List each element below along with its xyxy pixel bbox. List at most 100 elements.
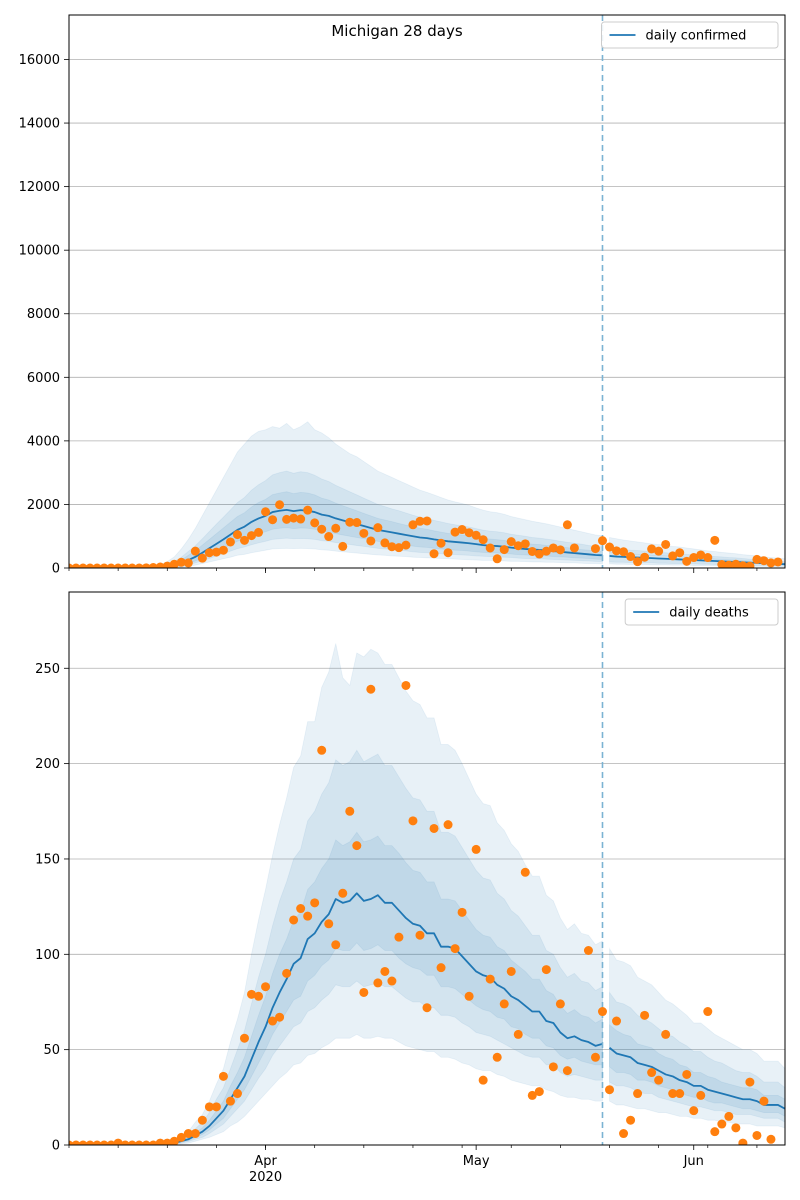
observed-point [457,525,467,535]
observed-point [247,989,257,999]
observed-point [583,946,593,955]
observed-point [717,560,727,568]
observed-point [408,816,418,826]
observed-point [429,549,439,559]
legend: daily confirmed [601,21,779,49]
observed-point [254,991,264,1001]
observed-point [401,540,411,550]
observed-point [654,546,664,556]
observed-point [162,1138,172,1145]
legend-box [601,21,779,49]
observed-point [176,557,186,567]
observed-point [366,684,376,694]
observed-point [703,1007,713,1017]
observed-point [141,1140,151,1145]
observed-point [752,1130,762,1140]
observed-point [310,518,320,528]
y-tick-label: 10000 [19,244,60,259]
observed-point [380,966,390,976]
observed-point [555,999,565,1009]
observed-point [218,1071,228,1081]
x-tick-label: Apr [254,1154,277,1169]
observed-point [619,1129,629,1139]
observed-point [113,1138,123,1145]
observed-point [626,1115,636,1125]
observed-point [190,1129,200,1139]
y-tick-label: 50 [43,1043,60,1058]
observed-point [268,515,278,525]
observed-point [106,563,116,568]
y-tick-label: 150 [35,852,60,867]
observed-point [724,560,734,568]
y-tick-label: 16000 [19,53,60,68]
observed-point [359,528,369,538]
observed-point [324,532,334,542]
observed-point [562,520,572,530]
observed-point [450,527,460,537]
observed-point [675,548,685,558]
observed-point [422,516,432,526]
observed-point [148,563,158,568]
y-tick-label: 100 [35,948,60,963]
observed-point [387,542,397,552]
observed-point [275,500,285,510]
observed-point [239,1033,249,1043]
observed-point [296,514,306,524]
observed-point [492,554,502,564]
observed-point [745,561,755,568]
observed-point [689,553,699,563]
observed-point [520,539,530,549]
observed-point [289,915,299,925]
y-tick-label: 0 [52,562,60,577]
observed-point [296,904,306,914]
observed-point [773,557,783,567]
observed-point [520,867,530,877]
observed-point [408,520,418,530]
observed-point [289,513,299,523]
plot-area [69,592,785,1145]
observed-point [682,556,692,566]
observed-point [654,1075,664,1085]
observed-point [310,898,320,908]
observed-point [471,530,481,540]
observed-point [162,561,172,568]
observed-point [373,523,383,533]
observed-point [633,557,643,567]
observed-point [415,930,425,940]
observed-point [176,1132,186,1142]
observed-point [99,563,109,568]
observed-point [78,563,88,568]
observed-point [597,536,607,546]
observed-point [506,537,516,547]
observed-point [148,1140,158,1145]
observed-point [239,535,249,545]
observed-point [766,558,776,568]
observed-point [436,963,446,973]
observed-point [394,932,404,942]
observed-point [394,543,404,553]
observed-point [766,1134,776,1144]
observed-point [92,1140,102,1145]
x-tick-sublabel: 2020 [249,1170,282,1185]
observed-point [225,537,235,547]
observed-point [422,1003,432,1013]
observed-point [71,563,81,568]
observed-point [331,523,341,533]
observed-point [457,907,467,917]
observed-point [183,1129,193,1139]
observed-point [703,553,713,563]
observed-point [254,527,264,537]
observed-point [612,1016,622,1026]
observed-point [352,518,362,528]
observed-point [668,551,678,561]
observed-point [169,1136,179,1145]
observed-point [626,552,636,562]
observed-point [261,507,271,517]
observed-point [724,1111,734,1121]
observed-point [527,1090,537,1100]
axes-frame [68,14,786,569]
observed-point [710,1127,720,1137]
observed-point [485,543,495,553]
observed-point [527,546,537,556]
